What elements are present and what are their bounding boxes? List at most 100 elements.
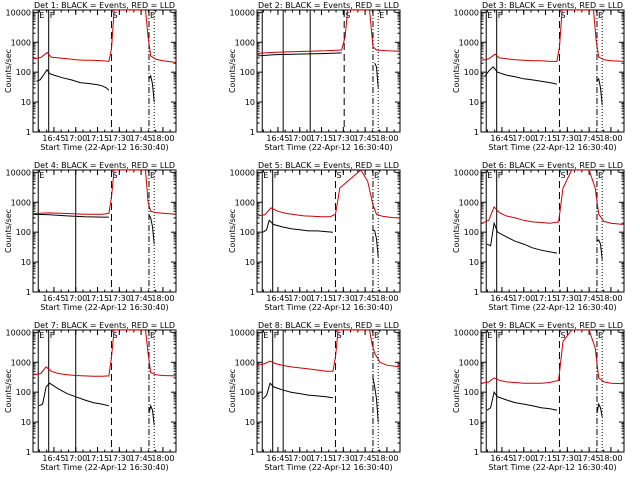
x-tick-label: 17:00 — [288, 454, 311, 463]
x-tick-label: 17:30 — [556, 294, 579, 303]
y-tick-label: 100 — [16, 388, 31, 397]
x-tick-label: 17:45 — [130, 294, 153, 303]
chart-title: Det 4: BLACK = Events, RED = LLD — [34, 161, 175, 170]
lld-series-line — [257, 10, 400, 54]
x-axis-label: Start Time (22-Apr-12 16:30:40) — [264, 143, 392, 152]
series-group — [33, 10, 176, 103]
event-marker-label: F — [498, 171, 503, 180]
events-series-line — [596, 402, 603, 417]
lld-series-line — [33, 330, 176, 377]
series-group — [481, 10, 624, 106]
event-marker-label: F — [50, 331, 55, 340]
series-group — [33, 170, 176, 245]
y-tick-label: 10 — [469, 418, 479, 427]
event-marker-label: S — [112, 11, 117, 20]
y-tick-label: 10 — [21, 98, 31, 107]
y-tick-label: 10000 — [230, 8, 255, 17]
lld-series-line — [33, 10, 176, 63]
y-tick-label: 1 — [26, 448, 31, 457]
series-group — [481, 170, 624, 260]
event-marker-label: S — [560, 11, 565, 20]
y-axis-label: Counts/sec — [4, 369, 13, 413]
y-tick-label: 10 — [245, 418, 255, 427]
chart-title: Det 9: BLACK = Events, RED = LLD — [482, 321, 623, 330]
x-tick-label: 18:00 — [599, 454, 622, 463]
x-tick-label: 17:45 — [578, 134, 601, 143]
event-marker-label: E — [598, 11, 603, 20]
x-tick-label: 18:00 — [375, 454, 398, 463]
events-series-line — [596, 239, 603, 260]
series-group — [33, 330, 176, 426]
y-tick-label: 1000 — [235, 38, 255, 47]
panel-det-5: Det 5: BLACK = Events, RED = LLD 1 10 100 10… — [228, 161, 401, 312]
event-marker-label: F — [274, 171, 279, 180]
event-marker-label: E — [39, 171, 44, 180]
x-tick-label: 17:00 — [512, 134, 535, 143]
y-tick-label: 1 — [250, 288, 255, 297]
y-tick-label: 100 — [16, 68, 31, 77]
events-series-line — [33, 213, 109, 218]
y-tick-label: 1000 — [459, 358, 479, 367]
y-tick-label: 10000 — [230, 168, 255, 177]
series-group — [257, 10, 400, 88]
y-tick-label: 10000 — [6, 8, 31, 17]
x-tick-label: 18:00 — [151, 134, 174, 143]
y-axis-label: Counts/sec — [228, 49, 237, 93]
panel-det-1: Det 1: BLACK = Events, RED = LLD 1 10 100 10… — [4, 1, 177, 152]
y-axis-label: Counts/sec — [452, 209, 461, 253]
x-tick-label: 17:30 — [332, 134, 355, 143]
x-tick-label: 17:00 — [288, 134, 311, 143]
y-tick-label: 10 — [245, 258, 255, 267]
x-tick-label: 17:00 — [512, 454, 535, 463]
x-tick-label: 18:00 — [599, 294, 622, 303]
x-tick-label: 17:30 — [332, 454, 355, 463]
events-series-line — [148, 74, 155, 103]
event-marker-label: F — [50, 11, 55, 20]
event-marker-label: S — [112, 331, 117, 340]
event-marker-label: E — [598, 331, 603, 340]
event-marker-label: E — [39, 331, 44, 340]
x-tick-label: 17:30 — [108, 454, 131, 463]
y-tick-label: 1000 — [11, 198, 31, 207]
event-marker-label: E — [598, 171, 603, 180]
y-tick-label: 1000 — [235, 358, 255, 367]
x-tick-label: 18:00 — [151, 294, 174, 303]
x-axis-label: Start Time (22-Apr-12 16:30:40) — [40, 463, 168, 472]
panel-det-3: Det 3: BLACK = Events, RED = LLD 1 10 100 10… — [452, 1, 625, 152]
event-marker-label: E — [39, 11, 44, 20]
series-group — [257, 170, 400, 257]
event-marker-label: S — [560, 331, 565, 340]
y-tick-label: 10 — [245, 98, 255, 107]
x-tick-label: 18:00 — [375, 134, 398, 143]
y-tick-label: 1 — [474, 288, 479, 297]
events-series-line — [257, 52, 342, 57]
event-marker-label: E — [263, 331, 268, 340]
events-series-line — [374, 62, 379, 88]
y-tick-label: 100 — [464, 228, 479, 237]
x-tick-label: 17:00 — [64, 134, 87, 143]
x-tick-label: 17:45 — [130, 134, 153, 143]
x-tick-label: 18:00 — [151, 454, 174, 463]
event-marker-label: S — [560, 171, 565, 180]
event-marker-label: S — [336, 171, 341, 180]
chart-title: Det 5: BLACK = Events, RED = LLD — [258, 161, 399, 170]
y-axis-label: Counts/sec — [452, 369, 461, 413]
y-axis-label: Counts/sec — [4, 209, 13, 253]
lld-series-line — [481, 10, 624, 62]
x-tick-label: 17:15 — [86, 294, 109, 303]
panel-det-8: Det 8: BLACK = Events, RED = LLD 1 10 100 10… — [228, 321, 401, 472]
events-series-line — [38, 382, 110, 407]
y-tick-label: 1 — [474, 448, 479, 457]
y-tick-label: 1000 — [459, 38, 479, 47]
y-axis-label: Counts/sec — [228, 369, 237, 413]
chart-title: Det 2: BLACK = Events, RED = LLD — [258, 1, 399, 10]
y-tick-label: 1000 — [235, 198, 255, 207]
events-series-line — [148, 214, 155, 245]
panel-det-9: Det 9: BLACK = Events, RED = LLD 1 10 100 10… — [452, 321, 625, 472]
y-tick-label: 10 — [21, 258, 31, 267]
chart-title: Det 3: BLACK = Events, RED = LLD — [482, 1, 623, 10]
y-tick-label: 100 — [240, 388, 255, 397]
y-tick-label: 1 — [474, 128, 479, 137]
event-marker-label: F — [274, 331, 279, 340]
